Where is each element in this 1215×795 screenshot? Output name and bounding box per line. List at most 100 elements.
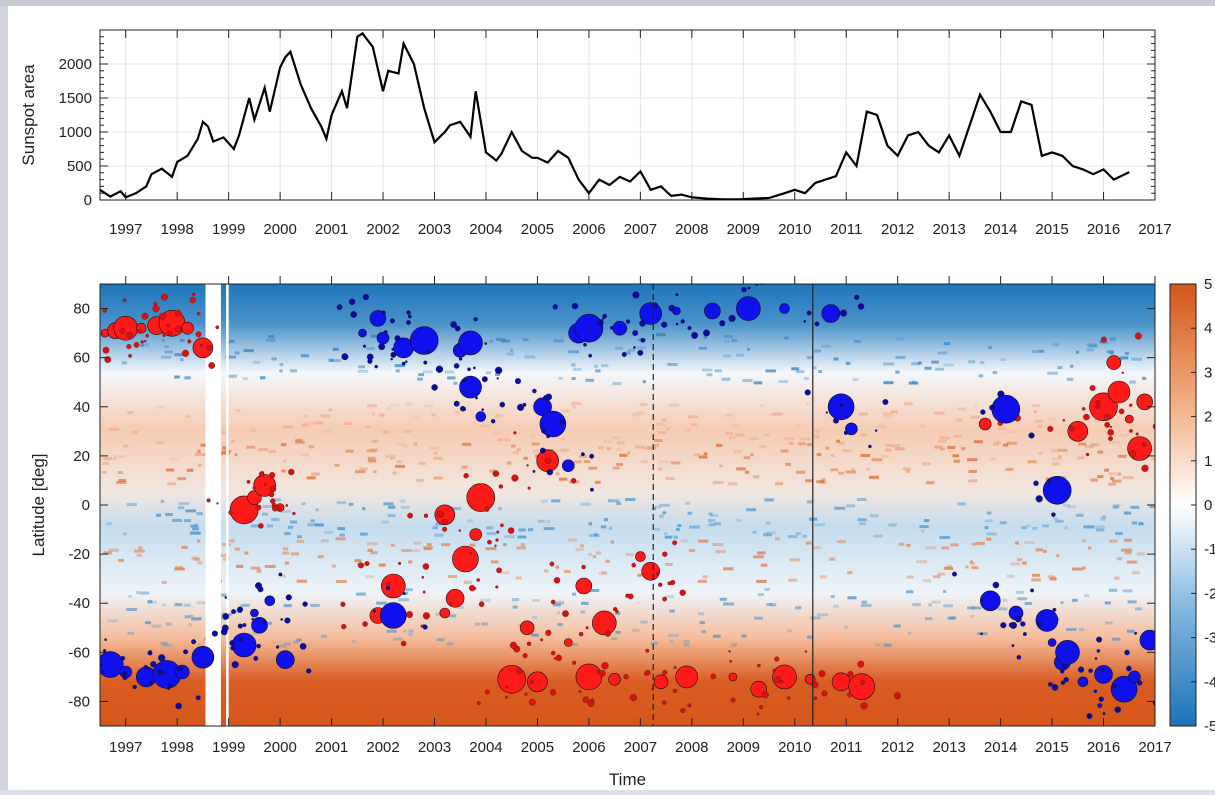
heatmap-cell: [753, 475, 760, 479]
positive-region-dot: [1118, 408, 1125, 415]
heatmap-cell: [128, 594, 132, 598]
heatmap-cell: [395, 369, 400, 373]
heatmap-cell: [531, 435, 535, 439]
heatmap-cell: [637, 573, 642, 577]
negative-region-dot: [150, 661, 157, 668]
heatmap-cell: [281, 469, 286, 473]
heatmap-cell: [308, 445, 315, 449]
heatmap-cell: [743, 456, 750, 460]
heatmap-cell: [635, 411, 645, 415]
heatmap-cell: [295, 438, 303, 442]
heatmap-cell: [795, 532, 802, 536]
positive-region-dot: [613, 607, 618, 612]
heatmap-cell: [950, 543, 959, 547]
heatmap-cell: [665, 595, 674, 599]
positive-region-dot: [246, 479, 251, 484]
heatmap-cell: [949, 449, 953, 453]
heatmap-cell: [619, 453, 628, 457]
heatmap-cell: [413, 541, 421, 545]
heatmap-cell: [1031, 350, 1038, 353]
heatmap-cell: [381, 520, 389, 524]
positive-region-dot: [601, 662, 609, 670]
heatmap-cell: [817, 613, 828, 617]
heatmap-cell: [219, 451, 230, 455]
positive-region-dot: [122, 298, 127, 303]
heatmap-cell: [703, 335, 707, 339]
heatmap-cell: [307, 523, 318, 527]
negative-region-dot: [545, 393, 553, 401]
heatmap-cell: [631, 628, 640, 632]
heatmap-cell: [165, 622, 172, 626]
heatmap-cell: [928, 603, 932, 607]
negative-region-marker: [409, 326, 439, 355]
negative-region-dot: [1134, 631, 1138, 635]
heatmap-cell: [164, 345, 169, 349]
heatmap-cell: [611, 637, 618, 641]
heatmap-cell: [765, 521, 771, 525]
y-tick-label: -60: [68, 644, 90, 661]
positive-region-dot: [187, 339, 192, 344]
x-tick-label: 2014: [984, 739, 1017, 756]
positive-region-dot: [340, 601, 346, 607]
positive-region-dot: [662, 551, 668, 557]
heatmap-cell: [662, 418, 667, 422]
x-tick-label: 2011: [830, 739, 862, 756]
positive-region-dot: [496, 530, 500, 534]
heatmap-cell: [978, 374, 984, 378]
heatmap-cell: [191, 617, 202, 621]
negative-region-dot: [453, 363, 460, 369]
heatmap-cell: [454, 411, 460, 415]
heatmap-cell: [1123, 511, 1132, 515]
heatmap-cell: [1010, 562, 1021, 566]
heatmap-cell: [821, 478, 826, 482]
positive-region-marker: [635, 551, 646, 562]
positive-region-dot: [484, 689, 490, 695]
positive-region-dot: [285, 504, 289, 507]
heatmap-cell: [131, 431, 138, 435]
positive-region-dot: [710, 673, 717, 680]
positive-region-dot: [79, 340, 84, 345]
heatmap-cell: [873, 534, 883, 538]
negative-region-dot: [306, 668, 312, 674]
heatmap-cell: [967, 458, 978, 462]
heatmap-cell: [516, 546, 526, 550]
negative-region-dot: [475, 396, 478, 400]
heatmap-cell: [947, 564, 952, 568]
heatmap-cell: [939, 436, 950, 440]
positive-region-dot: [153, 301, 158, 306]
negative-region-dot: [236, 606, 244, 613]
heatmap-cell: [250, 566, 261, 570]
heatmap-cell: [184, 615, 190, 619]
heatmap-cell: [600, 525, 607, 529]
positive-region-dot: [228, 510, 233, 515]
negative-region-dot: [559, 419, 566, 426]
heatmap-cell: [1124, 551, 1132, 555]
colorbar-tick-label: 4: [1204, 320, 1212, 337]
negative-region-marker: [191, 645, 215, 669]
heatmap-cell: [716, 443, 723, 447]
heatmap-cell: [1142, 376, 1147, 380]
negative-region-dot: [1094, 657, 1098, 660]
negative-region-dot: [450, 321, 457, 328]
heatmap-cell: [918, 361, 922, 365]
heatmap-cell: [798, 442, 806, 446]
heatmap-cell: [392, 471, 397, 475]
heatmap-cell: [766, 531, 776, 535]
x-tick-label: 2002: [366, 739, 399, 756]
heatmap-cell: [1058, 455, 1062, 459]
heatmap-cell: [336, 580, 347, 583]
heatmap-cell: [970, 614, 975, 618]
heatmap-cell: [573, 460, 582, 464]
heatmap-cell: [394, 464, 406, 468]
heatmap-cell: [814, 523, 826, 527]
x-tick-label: 1999: [212, 739, 245, 756]
negative-region-marker: [251, 616, 268, 634]
y-tick-label: 0: [84, 192, 92, 209]
positive-region-dot: [181, 349, 190, 357]
heatmap-cell: [156, 405, 165, 409]
heatmap-cell: [434, 533, 444, 537]
heatmap-cell: [371, 439, 379, 443]
positive-region-dot: [774, 676, 782, 684]
negative-region-dot: [280, 618, 284, 621]
heatmap-cell: [372, 470, 377, 474]
